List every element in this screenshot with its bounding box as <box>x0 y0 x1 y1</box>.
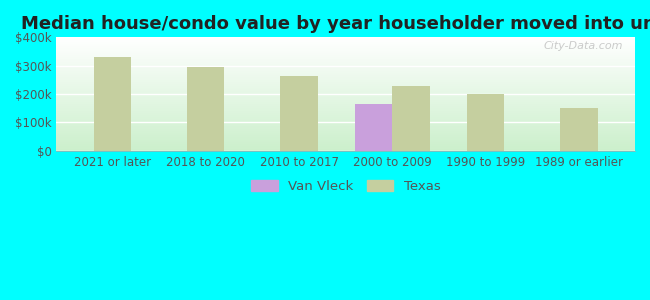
Bar <box>280 76 318 151</box>
Bar <box>560 108 598 151</box>
Bar <box>94 57 131 151</box>
Bar <box>355 104 393 151</box>
Legend: Van Vleck, Texas: Van Vleck, Texas <box>246 175 445 199</box>
Bar <box>393 86 430 151</box>
Bar <box>187 67 224 151</box>
Bar <box>467 94 504 151</box>
Title: Median house/condo value by year householder moved into unit: Median house/condo value by year househo… <box>21 15 650 33</box>
Text: City-Data.com: City-Data.com <box>544 41 623 51</box>
